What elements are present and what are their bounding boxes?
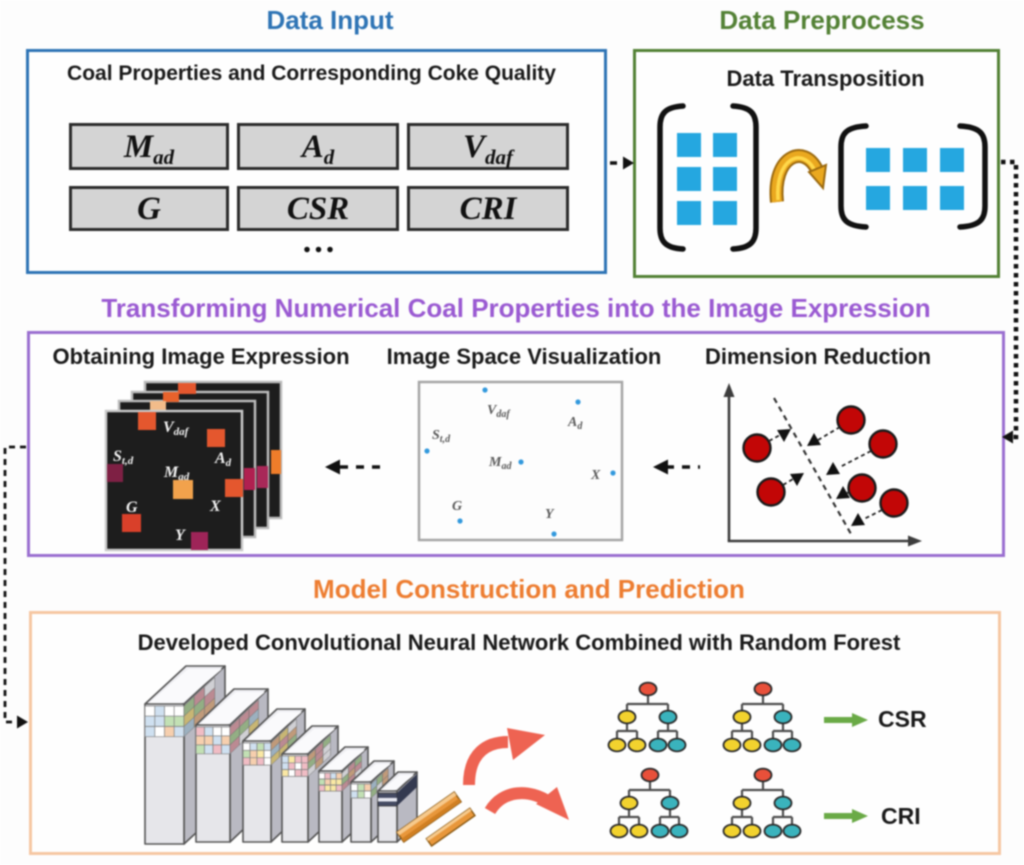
- svg-text:Y: Y: [545, 507, 555, 522]
- svg-text:Vdaf: Vdaf: [163, 419, 190, 438]
- svg-text:G: G: [452, 499, 462, 514]
- svg-text:G: G: [126, 499, 138, 516]
- svg-text:X: X: [590, 468, 601, 483]
- svg-text:Y: Y: [175, 527, 186, 544]
- svg-text:X: X: [209, 498, 221, 515]
